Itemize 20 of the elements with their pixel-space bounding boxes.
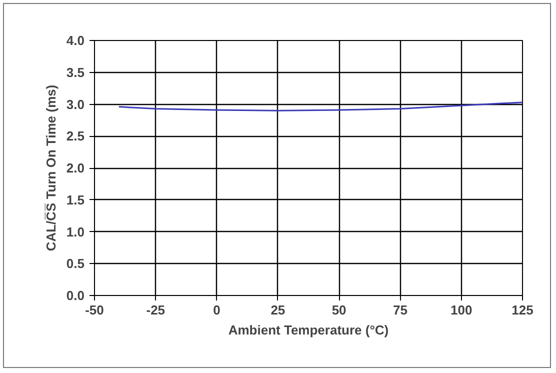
line-series xyxy=(118,102,522,112)
y-tick-label: 2.0 xyxy=(66,160,85,176)
y-tick-label: 4.0 xyxy=(66,33,85,48)
x-tick-label: -50 xyxy=(85,302,104,318)
x-tick-label: 50 xyxy=(332,302,346,318)
x-tick-label: 100 xyxy=(450,302,472,318)
y-tick-label: 3.0 xyxy=(66,96,85,112)
x-tick-label: 125 xyxy=(512,302,534,318)
y-tick-label: 0.5 xyxy=(66,256,85,272)
y-tick-label: 1.0 xyxy=(66,224,85,240)
x-tick-label: 25 xyxy=(270,302,286,318)
x-tick-label: -25 xyxy=(146,302,166,318)
x-tick-label: 0 xyxy=(213,302,220,318)
y-tick-label: 0.0 xyxy=(66,288,85,303)
x-tick-label: 75 xyxy=(392,302,408,318)
y-tick-label: 3.5 xyxy=(66,64,85,80)
x-axis-title: Ambient Temperature (°C) xyxy=(228,322,389,338)
y-axis-title: CAL/C̅S̅ Turn On Time (ms) xyxy=(43,84,58,252)
y-tick-label: 1.5 xyxy=(66,192,85,208)
y-tick-label: 2.5 xyxy=(66,128,85,144)
